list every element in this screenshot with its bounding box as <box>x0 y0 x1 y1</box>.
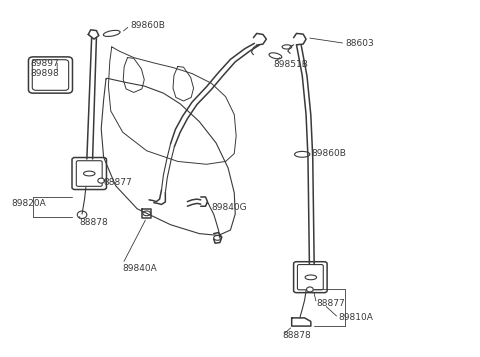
Circle shape <box>98 178 105 183</box>
Text: 89851B: 89851B <box>274 60 308 69</box>
Ellipse shape <box>77 211 87 218</box>
Text: 89840G: 89840G <box>211 203 247 212</box>
Ellipse shape <box>143 211 151 216</box>
Text: 88603: 88603 <box>345 39 374 48</box>
Text: 89840A: 89840A <box>123 263 157 273</box>
Text: 89810A: 89810A <box>338 313 373 322</box>
Ellipse shape <box>103 30 120 36</box>
Text: 88878: 88878 <box>282 331 311 340</box>
Text: 89860B: 89860B <box>312 149 347 158</box>
Ellipse shape <box>214 236 221 240</box>
Text: 89897
89898: 89897 89898 <box>30 59 59 78</box>
Text: 89860B: 89860B <box>130 21 165 30</box>
Ellipse shape <box>282 45 292 49</box>
Text: 88877: 88877 <box>104 177 132 187</box>
Text: 88878: 88878 <box>80 218 108 227</box>
Ellipse shape <box>84 171 95 176</box>
Circle shape <box>307 287 313 292</box>
Ellipse shape <box>269 53 282 59</box>
Ellipse shape <box>305 275 317 280</box>
Ellipse shape <box>295 151 310 157</box>
Text: 88877: 88877 <box>317 299 345 308</box>
Text: 89820A: 89820A <box>11 199 46 208</box>
